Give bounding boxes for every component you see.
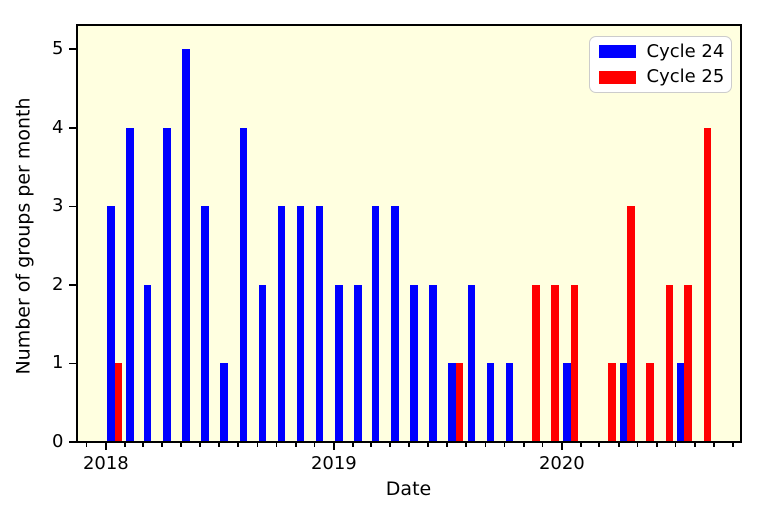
x-minor-tick <box>580 443 583 447</box>
x-minor-tick <box>446 443 448 447</box>
x-minor-tick <box>141 443 144 447</box>
x-minor-tick <box>199 443 202 447</box>
legend-label-cycle25: Cycle 25 <box>646 66 725 88</box>
x-minor-tick <box>256 443 259 447</box>
legend-item-cycle25: Cycle 25 <box>598 65 724 91</box>
x-minor-tick <box>541 443 544 447</box>
bar-cycle25-2020-04 <box>627 206 635 442</box>
bar-cycle24-2019-01 <box>335 284 343 442</box>
x-minor-tick <box>237 443 240 447</box>
bar-cycle24-2018-09 <box>258 284 267 442</box>
x-major-tick <box>333 443 335 450</box>
x-minor-tick <box>124 443 127 447</box>
bar-cycle25-2020-06 <box>665 284 674 442</box>
bar-cycle24-2018-03 <box>143 284 152 442</box>
bar-cycle24-2018-12 <box>315 206 324 442</box>
x-minor-tick <box>617 443 620 447</box>
bar-cycle25-2020-05 <box>646 363 654 442</box>
x-minor-tick <box>655 443 658 447</box>
legend-swatch-cycle24 <box>598 45 636 59</box>
x-minor-tick <box>694 443 696 447</box>
x-minor-tick <box>179 443 182 447</box>
bar-cycle25-2019-07 <box>455 363 464 442</box>
legend: Cycle 24 Cycle 25 <box>588 36 732 93</box>
y-tick-label-4: 4 <box>52 116 64 138</box>
bar-cycle24-2018-04 <box>163 127 171 442</box>
x-minor-tick <box>636 443 639 447</box>
bar-cycle25-2020-07 <box>684 284 692 442</box>
bar-cycle24-2018-07 <box>220 363 228 442</box>
x-minor-tick <box>313 443 316 447</box>
bar-cycle24-2018-02 <box>126 127 134 442</box>
plot-border <box>75 24 742 443</box>
bar-cycle24-2018-08 <box>239 127 248 442</box>
bar-cycle25-2019-12 <box>551 284 559 442</box>
x-minor-tick <box>427 443 429 447</box>
x-major-tick <box>105 443 107 450</box>
bar-cycle25-2020-03 <box>608 363 616 442</box>
bar-cycle24-2019-04 <box>391 206 399 442</box>
y-tick-label-0: 0 <box>52 431 64 452</box>
bar-cycle24-2019-05 <box>410 284 418 442</box>
bar-cycle24-2020-07 <box>676 363 685 442</box>
y-tick-label-2: 2 <box>52 273 64 295</box>
x-minor-tick <box>369 443 372 447</box>
bar-cycle24-2019-06 <box>429 284 437 442</box>
x-minor-tick <box>407 443 410 447</box>
bar-cycle24-2019-03 <box>371 206 380 442</box>
x-major-tick <box>561 443 563 450</box>
x-minor-tick <box>294 443 297 447</box>
bar-cycle25-2020-01 <box>570 284 579 442</box>
x-minor-tick <box>275 443 278 447</box>
bar-cycle24-2020-01 <box>563 363 571 442</box>
x-minor-tick <box>713 443 716 447</box>
y-axis-label: Number of groups per month <box>12 96 35 375</box>
legend-swatch-cycle25 <box>598 70 636 84</box>
x-minor-tick <box>389 443 391 447</box>
bar-cycle24-2019-10 <box>505 363 514 442</box>
bar-cycle25-2018-01 <box>114 363 123 442</box>
bar-cycle25-2019-11 <box>532 284 540 442</box>
y-tick-label-1: 1 <box>52 352 64 374</box>
y-tick-label-5: 5 <box>52 38 64 60</box>
x-minor-tick <box>352 443 355 447</box>
x-minor-tick <box>598 443 601 447</box>
bar-cycle24-2019-08 <box>467 284 475 442</box>
bar-cycle24-2020-04 <box>619 363 628 442</box>
y-tick-label-3: 3 <box>52 195 64 217</box>
legend-label-cycle24: Cycle 24 <box>646 40 725 62</box>
x-minor-tick <box>503 443 506 447</box>
x-minor-tick <box>484 443 487 447</box>
y-tick <box>68 205 76 208</box>
bar-cycle24-2019-07 <box>448 363 456 442</box>
y-tick <box>68 284 76 286</box>
x-minor-tick <box>522 443 525 447</box>
bar-cycle24-2018-11 <box>297 206 305 442</box>
bar-cycle24-2018-06 <box>201 206 209 442</box>
legend-item-cycle24: Cycle 24 <box>598 39 724 65</box>
x-axis-label: Date <box>385 478 432 500</box>
bar-cycle24-2019-09 <box>486 363 495 442</box>
bar-cycle24-2018-01 <box>107 206 115 442</box>
x-minor-tick <box>161 443 163 447</box>
y-tick <box>68 362 76 365</box>
x-tick-label-2020: 2020 <box>538 453 585 474</box>
x-tick-label-2019: 2019 <box>310 453 357 474</box>
x-tick-label-2018: 2018 <box>82 453 129 474</box>
y-tick <box>68 48 76 51</box>
x-minor-tick <box>465 443 468 447</box>
bar-cycle24-2018-05 <box>182 49 190 442</box>
x-minor-tick <box>85 443 88 447</box>
y-tick <box>68 127 76 129</box>
x-minor-tick <box>218 443 220 447</box>
y-tick <box>68 441 76 443</box>
bar-cycle24-2019-02 <box>354 284 362 442</box>
x-minor-tick <box>732 443 734 447</box>
x-minor-tick <box>674 443 677 447</box>
bar-cycle25-2020-08 <box>703 127 712 442</box>
bar-cycle24-2018-10 <box>277 206 286 442</box>
